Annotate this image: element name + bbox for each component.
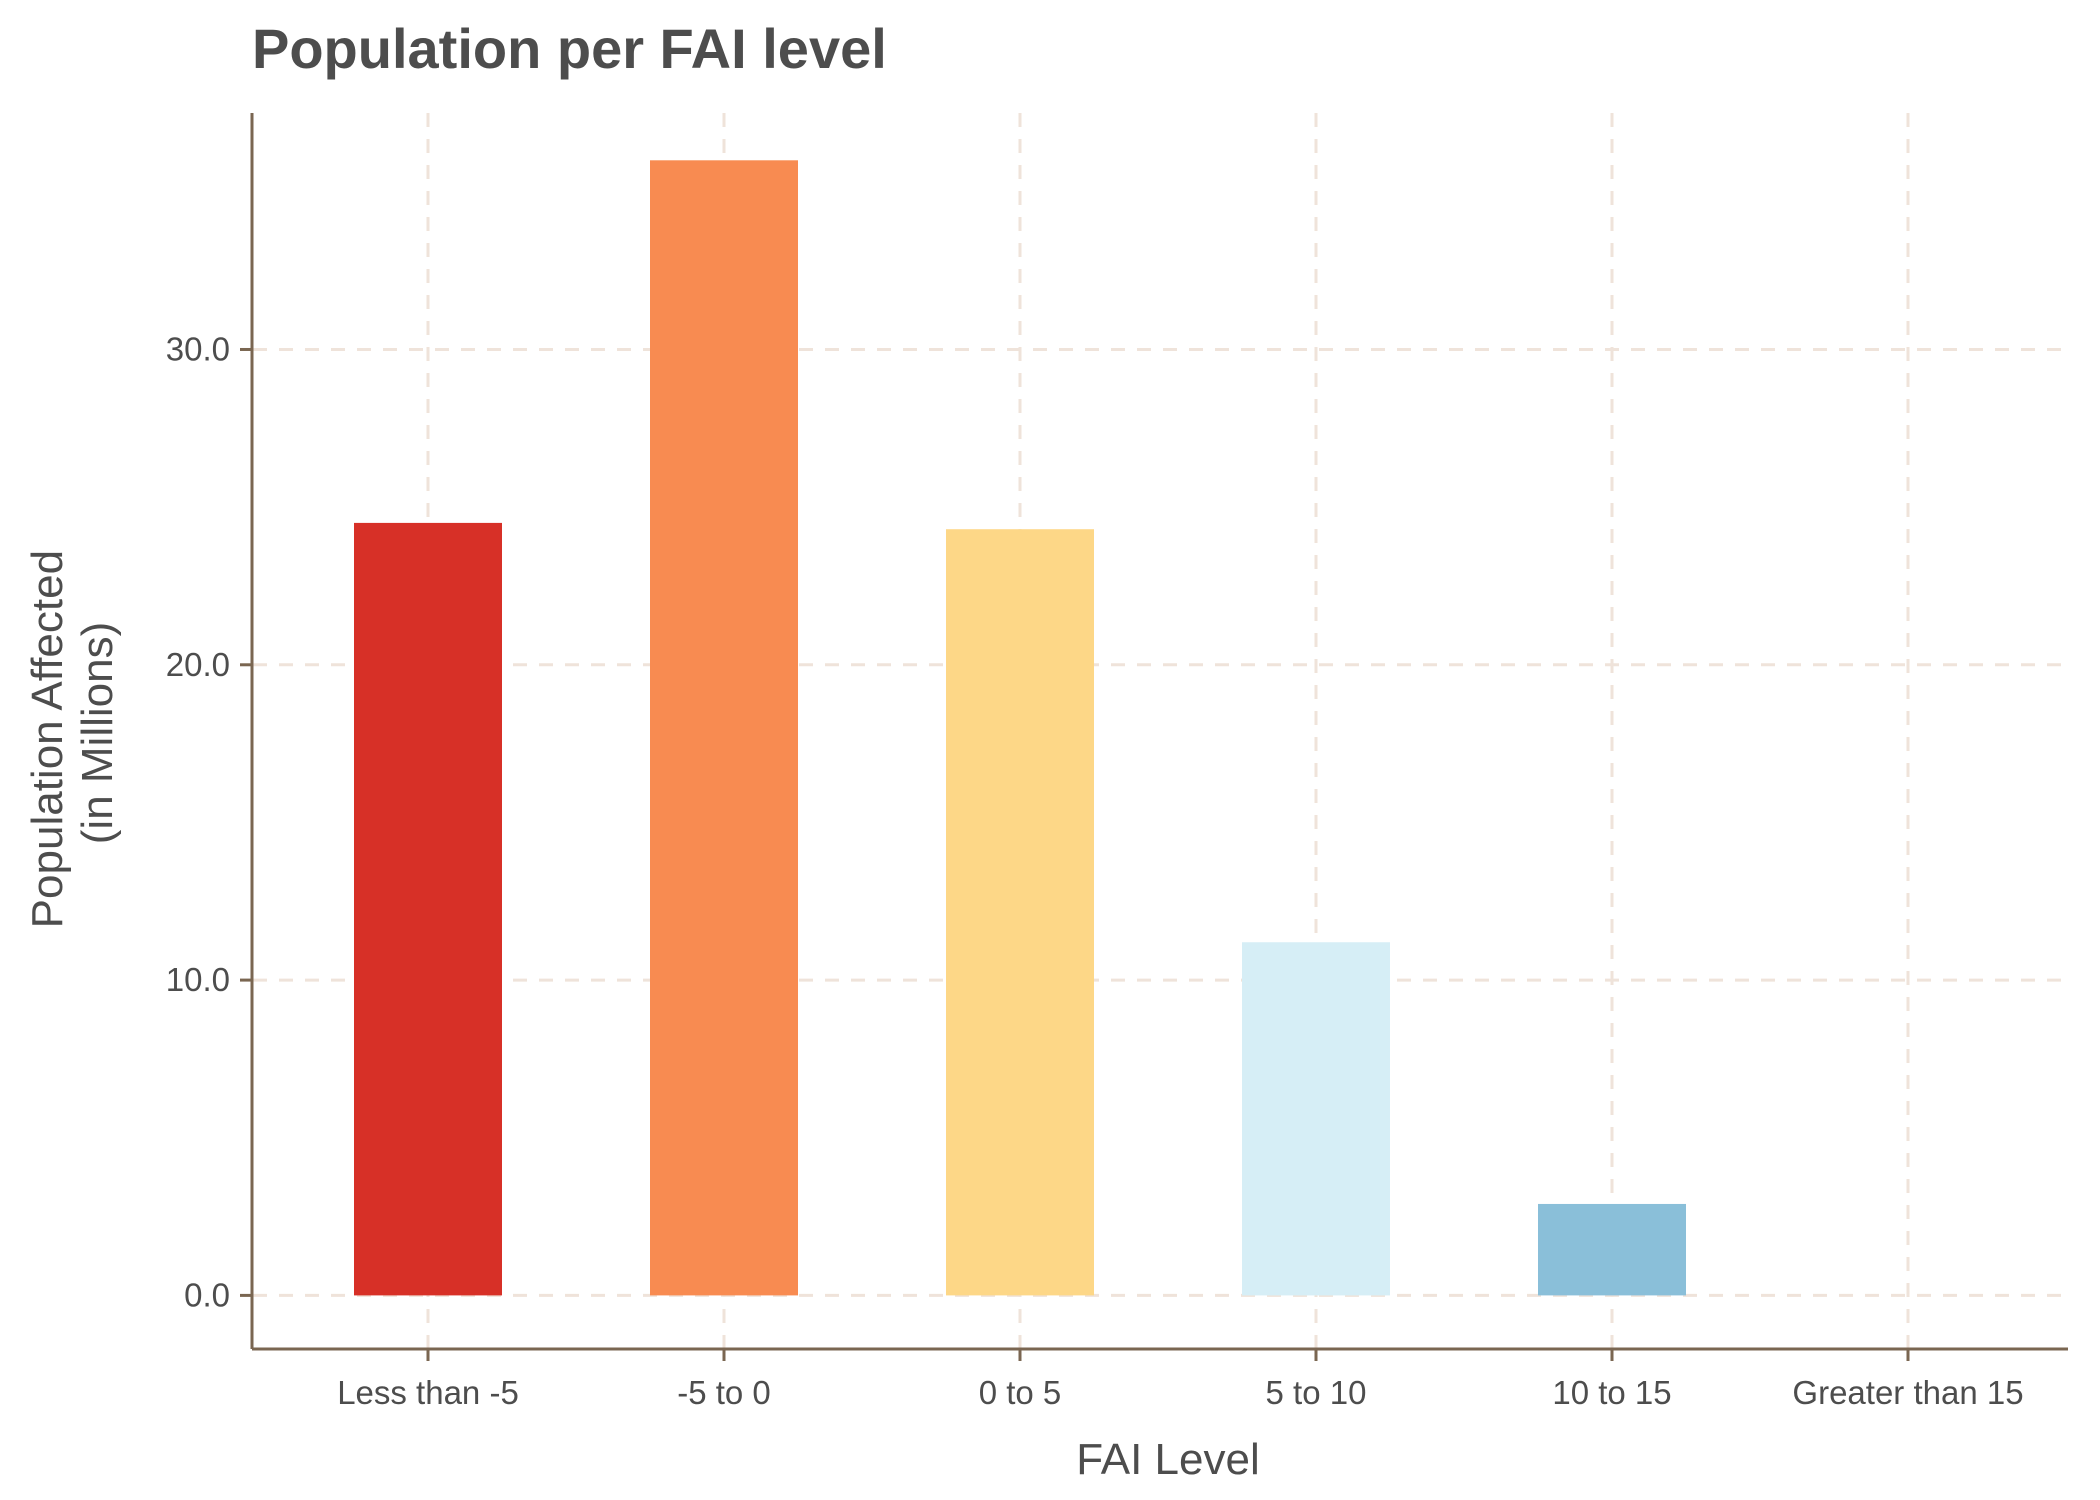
y-tick-label: 0.0 bbox=[184, 1276, 230, 1313]
y-axis-title-line-2: (in Millions) bbox=[73, 622, 122, 844]
bar bbox=[946, 529, 1094, 1296]
x-tick-label: 5 to 10 bbox=[1266, 1374, 1367, 1411]
y-tick-label: 20.0 bbox=[166, 646, 230, 683]
bars bbox=[354, 160, 1686, 1296]
y-axis-ticks: 0.0 10.0 20.0 30.0 bbox=[166, 330, 252, 1313]
x-tick-label: Greater than 15 bbox=[1792, 1374, 2023, 1411]
y-tick-label: 10.0 bbox=[166, 961, 230, 998]
y-axis-title: Population Affected (in Millions) bbox=[23, 538, 122, 929]
chart-title: Population per FAI level bbox=[252, 17, 887, 80]
x-tick-label: -5 to 0 bbox=[677, 1374, 771, 1411]
x-axis-ticks: Less than -5 -5 to 0 0 to 5 5 to 10 10 to 15… bbox=[337, 1349, 2024, 1411]
bar bbox=[354, 522, 502, 1296]
x-tick-label: 10 to 15 bbox=[1552, 1374, 1671, 1411]
grid-lines bbox=[253, 113, 2068, 1349]
x-tick-label: 0 to 5 bbox=[979, 1374, 1062, 1411]
y-tick-label: 30.0 bbox=[166, 330, 230, 367]
x-axis-title: FAI Level bbox=[1076, 1435, 1259, 1484]
bar bbox=[1538, 1203, 1686, 1296]
x-tick-label: Less than -5 bbox=[337, 1374, 519, 1411]
axes bbox=[250, 113, 2068, 1351]
bar bbox=[1242, 942, 1390, 1296]
bar bbox=[650, 160, 798, 1296]
y-axis-title-line-1: Population Affected bbox=[23, 550, 72, 928]
